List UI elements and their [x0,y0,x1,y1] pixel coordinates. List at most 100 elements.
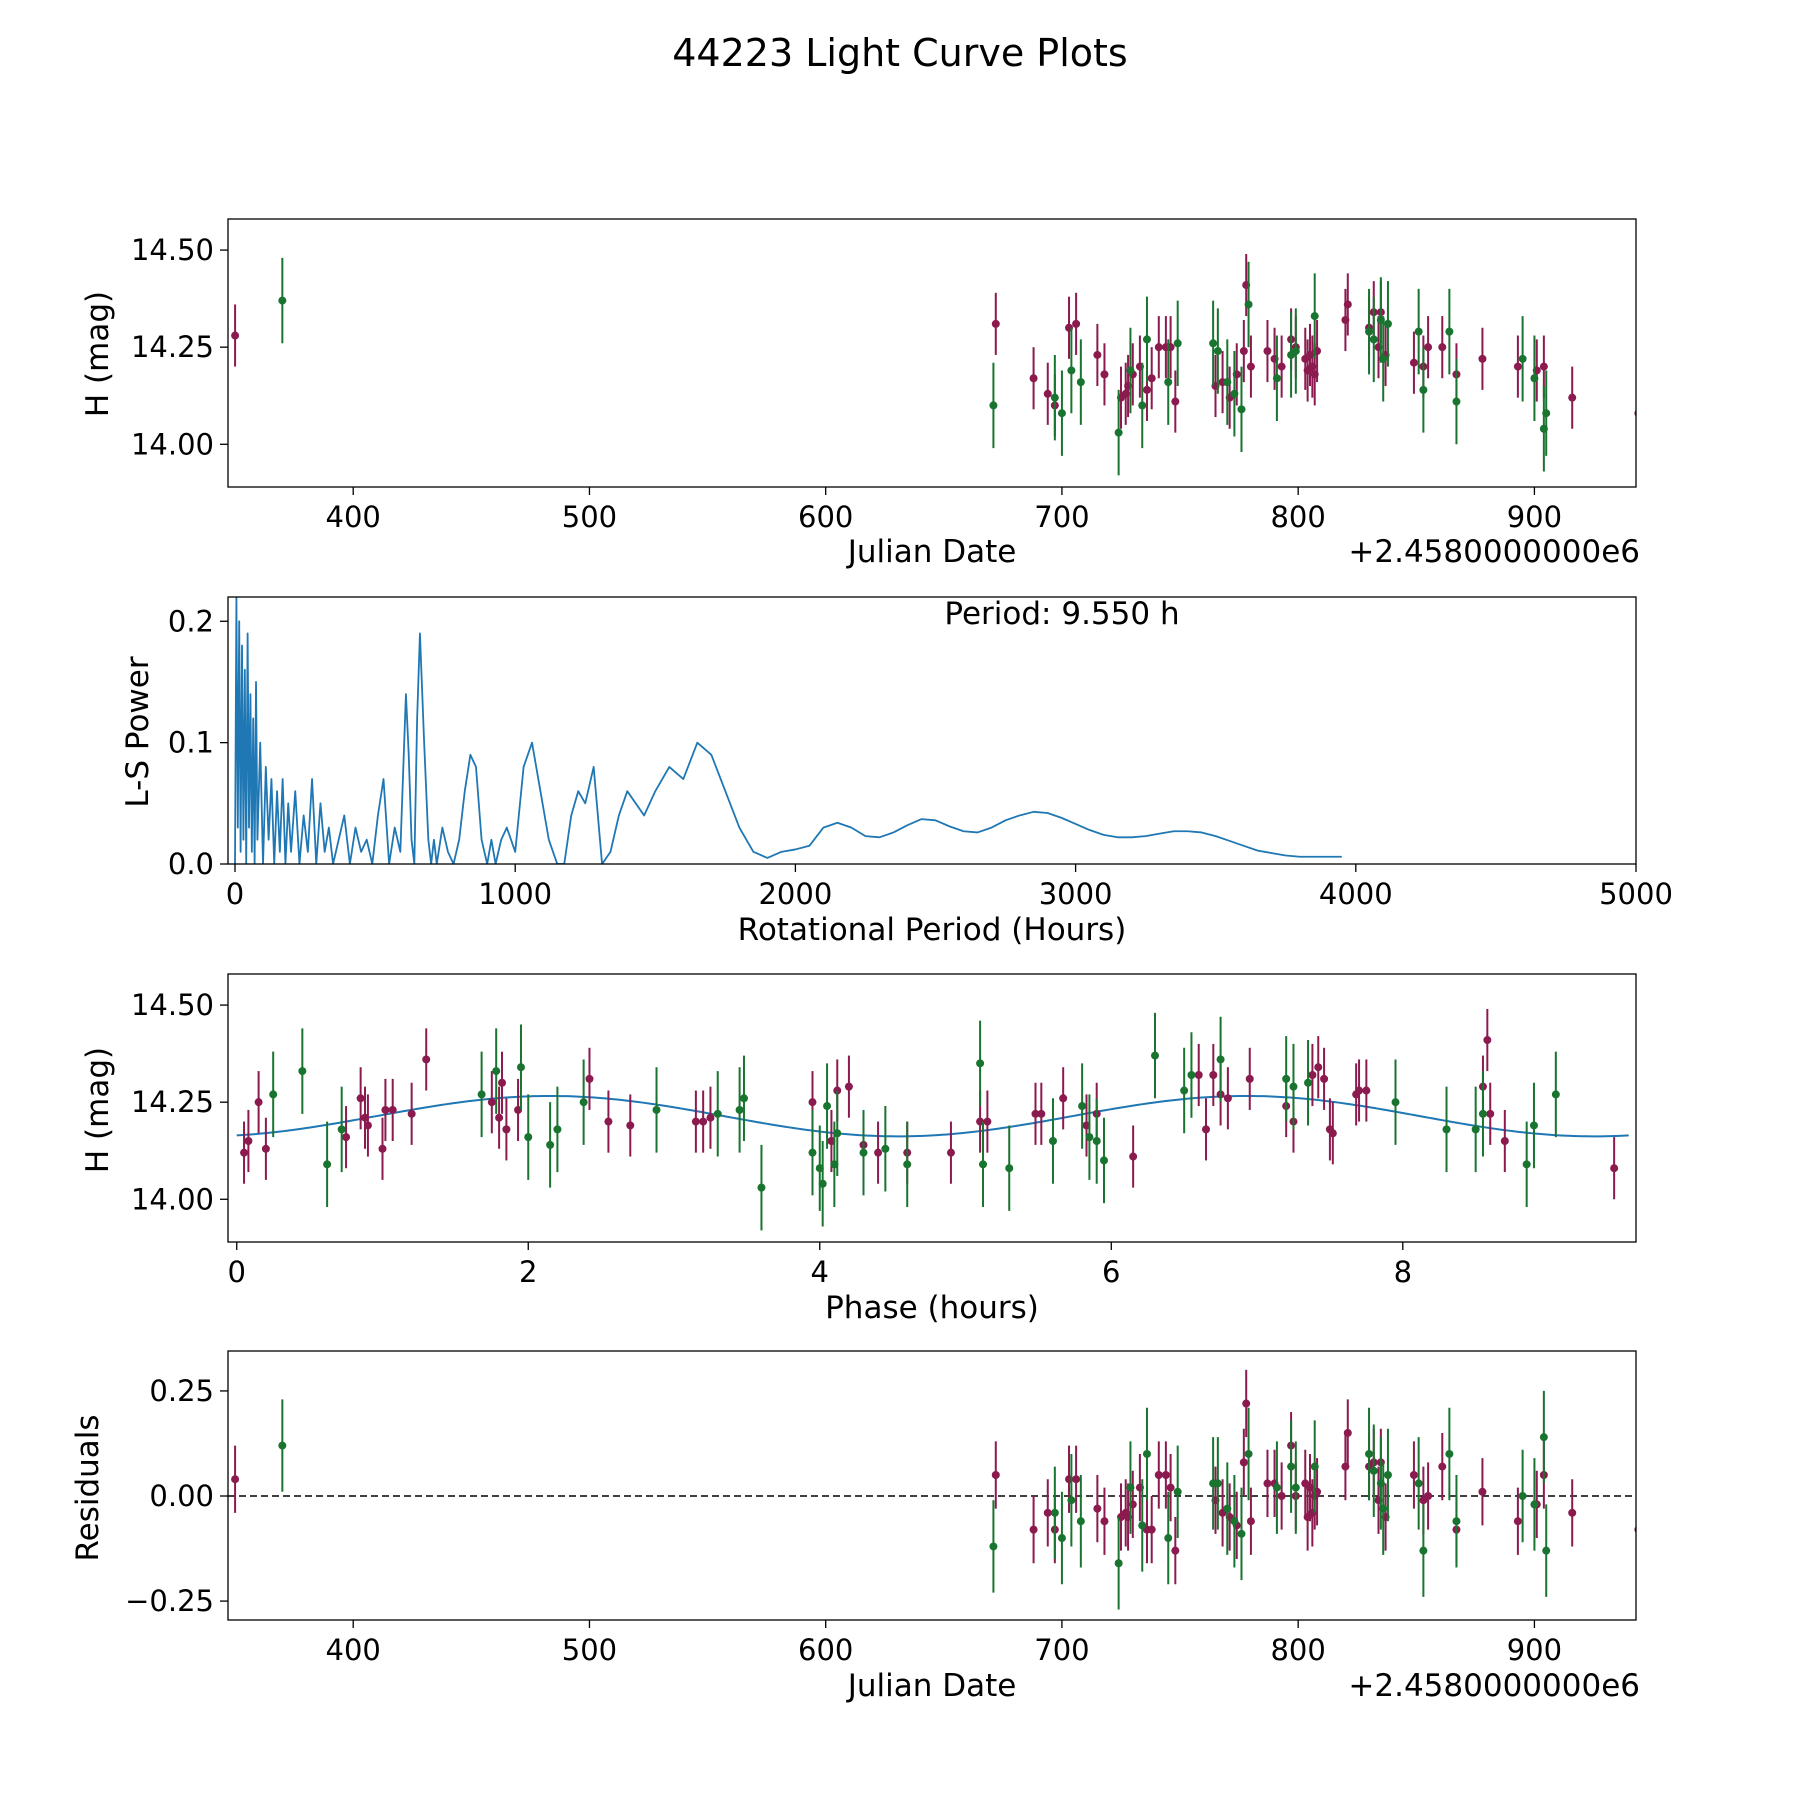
residuals-point-g [1542,1546,1551,1555]
lightcurve-xtick-label: 600 [798,500,853,534]
phased-point-g [1442,1125,1451,1134]
lightcurve-point-g [1067,366,1076,375]
phased-point-r [1059,1094,1068,1103]
lightcurve-point-g [1530,374,1539,383]
phased-point-r [1031,1109,1040,1118]
phased-point-r [381,1105,390,1114]
phased-point-g [1048,1137,1057,1146]
phased-point-g [492,1067,501,1076]
lightcurve-point-r [1171,397,1180,406]
periodogram-ytick-label: 0.2 [168,604,214,638]
residuals-ytick-label: 0.25 [149,1374,214,1408]
lightcurve-xtick-label: 500 [562,500,617,534]
periodogram-panel: 0 1000 2000 3000 4000 5000 0.0 0.1 0.2 Rotationa… [120,596,1673,948]
residuals-point-r [1171,1546,1180,1555]
phased-point-r [1362,1086,1371,1095]
lightcurve-point-r [1043,389,1052,398]
lightcurve-point-g [1518,354,1527,363]
periodogram-xtick-label: 5000 [1599,877,1673,911]
lightcurve-xlabel: Julian Date [846,534,1017,570]
residuals-point-g [1530,1500,1539,1509]
phased-point-g [269,1090,278,1099]
residuals-x-offset: +2.4580000000e6 [1348,1668,1640,1704]
phased-point-g [553,1125,562,1134]
residuals-point-r [1072,1475,1081,1484]
residuals-point-g [1126,1483,1135,1492]
lightcurve-point-g [1223,378,1232,387]
phased-point-g [808,1148,817,1157]
residuals-point-g [1050,1508,1059,1517]
phased-point-r [604,1117,613,1126]
phased-point-r [1483,1036,1492,1045]
phased-point-r [1314,1063,1323,1072]
lightcurve-point-g [1076,378,1085,387]
lightcurve-point-r [231,331,240,340]
lightcurve-point-g [1272,374,1281,383]
lightcurve-point-r [1478,354,1487,363]
periodogram-plot-area: 0 1000 2000 3000 4000 5000 0.0 0.1 0.2 [168,596,1673,911]
residuals-point-g [1173,1487,1182,1496]
lightcurve-point-g [1291,347,1300,356]
periodogram-data-layer [234,597,1342,864]
lightcurve-point-g [1209,339,1218,348]
phased-xtick-label: 0 [228,1255,246,1289]
periodogram-ylabel: L-S Power [120,656,156,807]
phased-point-r [254,1098,263,1107]
phased-point-g [1092,1137,1101,1146]
lightcurve-point-g [1379,354,1388,363]
residuals-point-g [1114,1559,1123,1568]
phased-point-r [706,1113,715,1122]
lightcurve-point-g [1445,327,1454,336]
phased-point-g [881,1144,890,1153]
lightcurve-point-g [1173,339,1182,348]
residuals-point-g [1383,1470,1392,1479]
phased-point-r [1328,1129,1337,1138]
phased-point-r [626,1121,635,1130]
lightcurve-point-g [1542,409,1551,418]
lightcurve-point-g [1126,366,1135,375]
phased-point-r [261,1144,270,1153]
phased-axes-frame [227,973,1637,1243]
residuals-xtick-label: 600 [798,1633,853,1667]
residuals-xtick-label: 700 [1034,1633,1089,1667]
phased-point-r [487,1098,496,1107]
residuals-point-r [1277,1492,1286,1501]
phased-point-r [874,1148,883,1157]
residuals-point-g [1237,1529,1246,1538]
residuals-point-g [1244,1449,1253,1458]
residuals-point-r [1093,1504,1102,1513]
lightcurve-point-g [1452,397,1461,406]
lightcurve-point-r [1239,347,1248,356]
periodogram-axes-frame [227,596,1637,865]
residuals-point-g [1419,1546,1428,1555]
sine-fit-curve [236,1094,1629,1138]
phased-point-r [808,1098,817,1107]
phased-point-r [1194,1070,1203,1079]
lightcurve-point-g [1164,378,1173,387]
phased-point-g [735,1105,744,1114]
lightcurve-ytick-label: 14.50 [131,233,214,267]
lightcurve-point-r [1100,370,1109,379]
lightcurve-xtick-label: 700 [1034,500,1089,534]
residuals-xtick-label: 800 [1270,1633,1325,1667]
residuals-point-r [1424,1492,1433,1501]
residuals-point-r [1239,1458,1248,1467]
lightcurve-point-r [1424,343,1433,352]
residuals-point-g [1310,1462,1319,1471]
phased-point-g [713,1109,722,1118]
lightcurve-point-r [1029,374,1038,383]
phased-ytick-label: 14.25 [131,1085,214,1119]
lightcurve-point-r [1343,300,1352,309]
lightcurve-point-g [1114,428,1123,437]
lightcurve-point-r [1246,362,1255,371]
residuals-xtick-label: 900 [1507,1633,1562,1667]
phased-point-r [1355,1086,1364,1095]
phased-point-g [1005,1164,1014,1173]
lightcurve-point-r [1277,362,1286,371]
lightcurve-ytick-label: 14.00 [131,427,214,461]
lightcurve-xtick-label: 900 [1507,500,1562,534]
residuals-point-g [1445,1449,1454,1458]
phased-point-g [1078,1102,1087,1111]
phased-xtick-label: 6 [1102,1255,1120,1289]
phased-point-g [1099,1156,1108,1165]
